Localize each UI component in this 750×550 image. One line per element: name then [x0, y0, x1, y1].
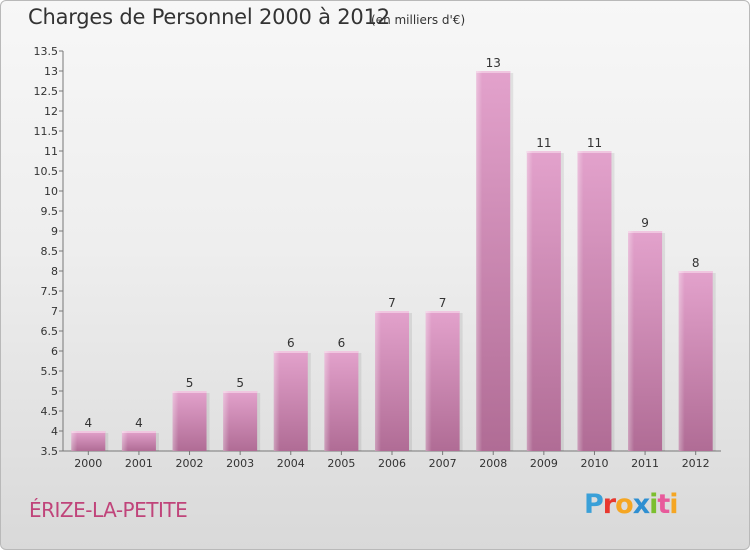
bar [121, 431, 156, 451]
y-tick-label: 5.5 [41, 365, 59, 378]
bar-sheen [121, 431, 128, 451]
bar-top-edge [577, 151, 612, 153]
chart-title: Charges de Personnel 2000 à 2012 [28, 5, 390, 29]
bar-top-edge [678, 271, 713, 273]
data-label: 4 [135, 416, 143, 430]
bar-sheen [476, 71, 483, 451]
chart-labels: 2000 4 2001 4 2002 5 2003 5 2004 6 2005 6 2006 7 2007 7… [74, 56, 709, 470]
bar-top-edge [121, 431, 156, 433]
bar-sheen [71, 431, 78, 451]
bar-top-edge [71, 431, 106, 433]
x-tick-label: 2007 [429, 457, 457, 470]
chart-axes: 3.5 4 4.5 5 5.5 6 6.5 7 7.5 8 8.5 9 9.5 10 10.5 11 11.5 1… [34, 45, 721, 458]
y-tick-label: 13 [44, 65, 58, 78]
data-label: 11 [587, 136, 602, 150]
y-tick-label: 9 [51, 225, 58, 238]
brand-letter: i [649, 489, 658, 520]
data-label: 5 [186, 376, 194, 390]
y-tick-label: 3.5 [41, 445, 59, 458]
x-tick-label: 2005 [327, 457, 355, 470]
x-tick-label: 2009 [530, 457, 558, 470]
data-label: 8 [692, 256, 700, 270]
x-tick-label: 2003 [226, 457, 254, 470]
y-tick-label: 8 [51, 265, 58, 278]
data-label: 6 [338, 336, 346, 350]
bar [71, 431, 106, 451]
bar-sheen [628, 231, 635, 451]
y-tick-label: 13.5 [34, 45, 59, 58]
y-tick-label: 12.5 [34, 85, 59, 98]
y-tick-label: 12 [44, 105, 58, 118]
y-tick-label: 8.5 [41, 245, 59, 258]
brand-letter: P [584, 489, 604, 520]
y-tick-label: 11.5 [34, 125, 59, 138]
chart-bars [71, 71, 716, 451]
bar-top-edge [375, 311, 409, 313]
place-name: ÉRIZE-LA-PETITE [29, 498, 188, 522]
bar-sheen [172, 391, 179, 451]
y-tick-label: 9.5 [41, 205, 59, 218]
data-label: 13 [486, 56, 501, 70]
bar-sheen [375, 311, 381, 451]
y-tick-label: 7 [51, 305, 58, 318]
x-tick-label: 2004 [277, 457, 305, 470]
y-tick-label: 10.5 [34, 165, 59, 178]
y-tick-label: 11 [44, 145, 58, 158]
bar-sheen [324, 351, 331, 451]
x-tick-label: 2010 [580, 457, 608, 470]
y-tick-label: 4.5 [41, 405, 59, 418]
chart-subtitle: (en milliers d'€) [371, 13, 466, 27]
bar-sheen [425, 311, 432, 451]
x-tick-label: 2002 [176, 457, 204, 470]
data-label: 4 [84, 416, 92, 430]
x-tick-label: 2000 [74, 457, 102, 470]
brand-letter: o [615, 489, 634, 520]
bar-top-edge [273, 351, 308, 353]
y-tick-label: 4 [51, 425, 58, 438]
x-tick-label: 2001 [125, 457, 153, 470]
bar-top-edge [223, 391, 258, 393]
x-tick-label: 2012 [682, 457, 710, 470]
data-label: 9 [641, 216, 649, 230]
data-label: 6 [287, 336, 295, 350]
brand-letter: x [632, 489, 650, 520]
y-tick-label: 10 [44, 185, 58, 198]
data-label: 7 [439, 296, 447, 310]
y-tick-label: 7.5 [41, 285, 59, 298]
brand-letter: t [657, 489, 670, 520]
x-tick-label: 2008 [479, 457, 507, 470]
x-tick-label: 2006 [378, 457, 406, 470]
bar-top-edge [324, 351, 359, 353]
brand-logo: Proxiti [584, 489, 679, 520]
brand-letter: i [669, 489, 678, 520]
bar-sheen [223, 391, 230, 451]
data-label: 11 [536, 136, 551, 150]
bar-top-edge [172, 391, 207, 393]
y-tick-label: 5 [51, 385, 58, 398]
bar-sheen [678, 271, 685, 451]
bar-sheen [526, 151, 533, 451]
y-tick-label: 6.5 [41, 325, 59, 338]
bar-top-edge [476, 71, 511, 73]
x-tick-label: 2011 [631, 457, 659, 470]
data-label: 7 [388, 296, 396, 310]
bar-top-edge [628, 231, 663, 233]
bar-sheen [273, 351, 280, 451]
y-tick-label: 6 [51, 345, 58, 358]
bar-top-edge [526, 151, 561, 153]
bar-top-edge [425, 311, 460, 313]
bar-sheen [577, 151, 584, 451]
brand-letter: r [602, 489, 616, 520]
data-label: 5 [236, 376, 244, 390]
